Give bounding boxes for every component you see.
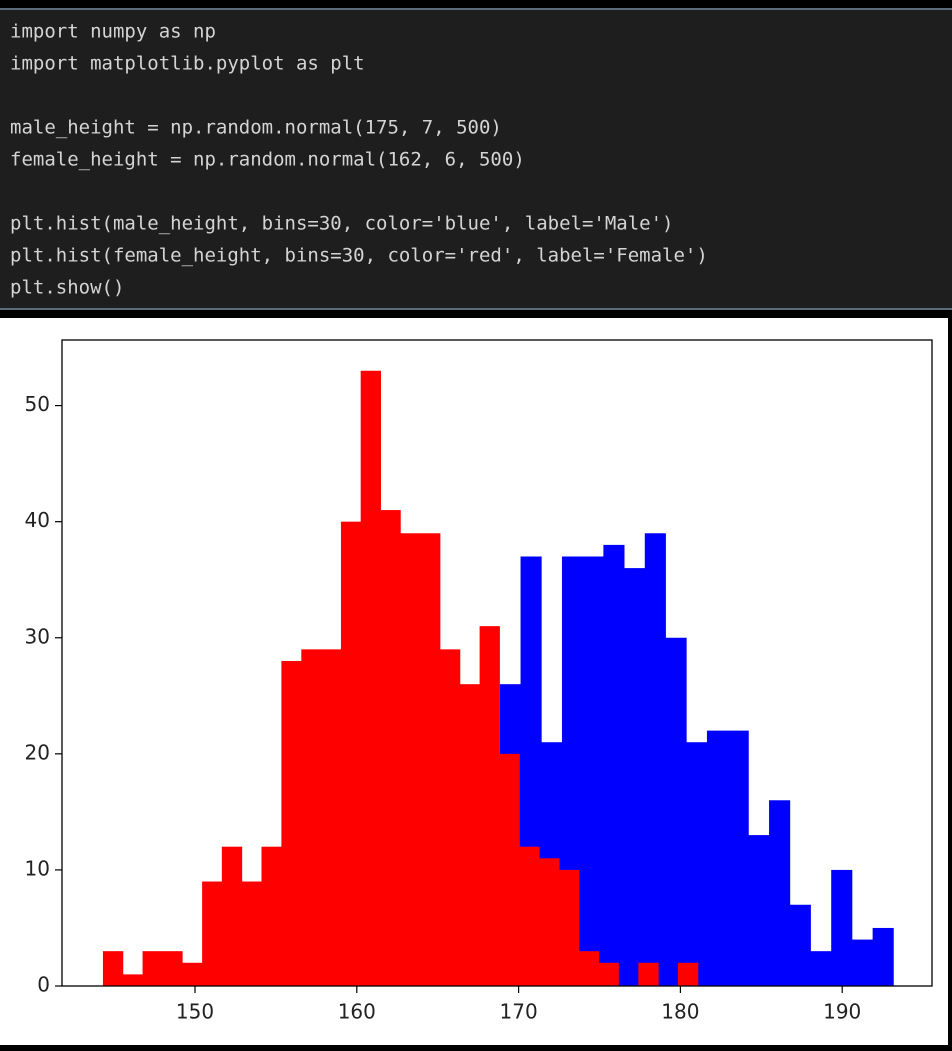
histogram-bar [851, 939, 874, 986]
histogram-bar [360, 370, 381, 986]
histogram-bar [810, 951, 832, 986]
y-tick-label: 10 [25, 856, 50, 880]
code-line: plt.hist(female_height, bins=30, color='… [10, 245, 708, 267]
histogram-bar [142, 951, 163, 986]
histogram-bar [831, 869, 853, 986]
histogram-bar [122, 974, 143, 986]
histogram-bar [479, 626, 500, 986]
y-tick-label: 20 [25, 740, 50, 764]
y-tick-label: 0 [37, 973, 50, 997]
y-tick-label: 30 [25, 624, 50, 648]
histogram-bar [638, 962, 659, 986]
histogram-bar [459, 684, 481, 986]
histogram-bar [102, 951, 124, 986]
histogram-bar [598, 962, 619, 986]
histogram-bar [221, 846, 243, 986]
code-line: male_height = np.random.normal(175, 7, 5… [10, 117, 502, 139]
histogram-bar [624, 568, 646, 986]
histogram-bar [241, 881, 262, 986]
histogram-bar [261, 846, 282, 986]
histogram-bar [872, 927, 894, 986]
code-line: plt.show() [10, 277, 124, 299]
histogram-bar [706, 730, 729, 986]
x-tick-label: 190 [823, 1000, 861, 1024]
code-cell [0, 8, 952, 310]
histogram-bar [519, 846, 540, 986]
x-tick-label: 170 [500, 1000, 538, 1024]
histogram-bar [162, 951, 183, 986]
histogram-bar [769, 800, 791, 986]
axes-frame [61, 339, 933, 987]
y-tick-label: 50 [25, 392, 50, 416]
code-line: female_height = np.random.normal(162, 6,… [10, 149, 525, 171]
x-tick-label: 160 [338, 1000, 376, 1024]
histogram-bar [603, 544, 625, 986]
histogram-bar [748, 835, 770, 986]
histogram-bar [582, 556, 604, 986]
x-tick-label: 150 [176, 1000, 214, 1024]
histogram-bar [539, 858, 560, 986]
histogram-bar [400, 533, 421, 986]
histogram-bar [420, 533, 441, 986]
histogram-bar [665, 637, 687, 986]
plot: 150 160 170 180 190 0 10 20 30 40 50 [25, 339, 933, 1024]
histogram-bar [281, 660, 302, 986]
histogram-bar [644, 533, 666, 986]
code-line: plt.hist(male_height, bins=30, color='bl… [10, 213, 673, 235]
histogram-bar [559, 869, 580, 986]
code-lines: import numpy as np import matplotlib.pypl… [10, 21, 708, 299]
histogram-bar [380, 510, 401, 986]
histogram-bar [499, 753, 520, 986]
histogram-bar [321, 649, 342, 986]
histogram-bar [789, 904, 811, 986]
histogram-bar [182, 962, 203, 986]
x-tick-label: 180 [661, 1000, 699, 1024]
histogram-bar [686, 742, 708, 986]
histogram-bar [578, 951, 600, 986]
histogram-bar [677, 962, 699, 986]
histogram-bar [727, 730, 749, 986]
histogram-bar [439, 649, 461, 986]
code-line: import matplotlib.pyplot as plt [10, 53, 365, 75]
histogram-bar [301, 649, 322, 986]
histogram-bar [202, 881, 223, 986]
code-line: import numpy as np [10, 21, 216, 43]
y-tick-label: 40 [25, 508, 50, 532]
histogram-bar [340, 521, 362, 986]
